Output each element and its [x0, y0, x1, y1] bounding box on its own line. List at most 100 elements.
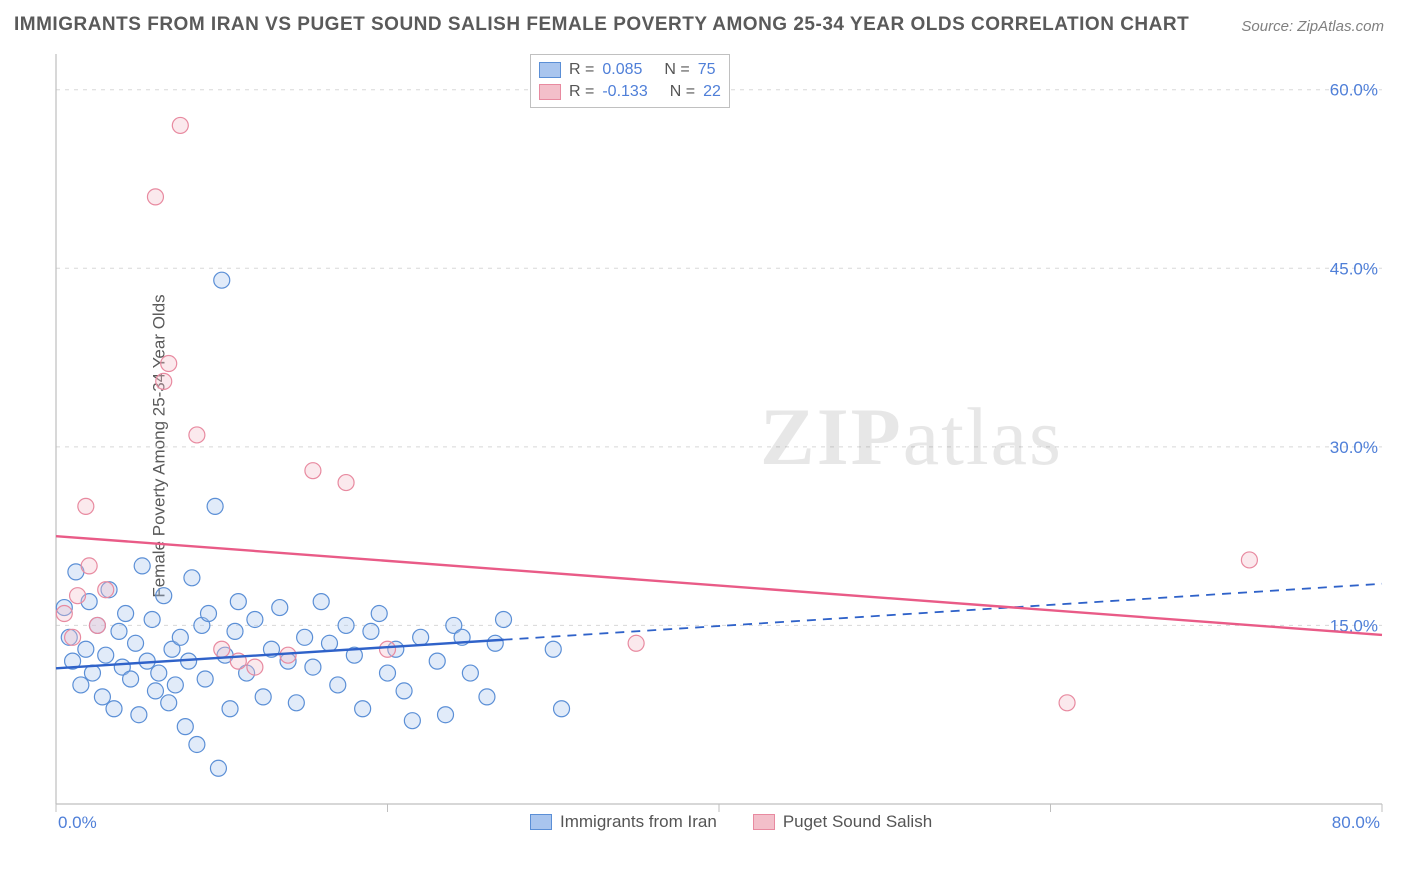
data-point-iran [438, 707, 454, 723]
data-point-salish [98, 582, 114, 598]
legend-n-value: 22 [703, 81, 721, 103]
data-point-iran [106, 701, 122, 717]
data-point-iran [210, 760, 226, 776]
legend-stats-row-iran: R = 0.085 N = 75 [539, 59, 721, 81]
legend-swatch-iran [530, 814, 552, 830]
data-point-iran [134, 558, 150, 574]
data-point-iran [305, 659, 321, 675]
legend-swatch-salish [753, 814, 775, 830]
data-point-iran [496, 611, 512, 627]
data-point-iran [355, 701, 371, 717]
data-point-iran [288, 695, 304, 711]
data-point-salish [247, 659, 263, 675]
data-point-salish [628, 635, 644, 651]
legend-r-label: R = [569, 81, 594, 103]
data-point-iran [363, 623, 379, 639]
data-point-iran [177, 719, 193, 735]
trend-line-dashed-iran [504, 584, 1382, 640]
data-point-iran [255, 689, 271, 705]
data-point-iran [462, 665, 478, 681]
data-point-salish [56, 606, 72, 622]
data-point-salish [65, 629, 81, 645]
data-point-iran [200, 606, 216, 622]
data-point-iran [297, 629, 313, 645]
data-point-iran [147, 683, 163, 699]
data-point-iran [321, 635, 337, 651]
data-point-iran [230, 594, 246, 610]
data-point-iran [184, 570, 200, 586]
data-point-iran [172, 629, 188, 645]
data-point-salish [280, 647, 296, 663]
legend-r-value: 0.085 [602, 59, 642, 81]
legend-swatch-salish [539, 84, 561, 100]
chart-title: IMMIGRANTS FROM IRAN VS PUGET SOUND SALI… [14, 14, 1189, 36]
legend-swatch-iran [539, 62, 561, 78]
data-point-iran [338, 617, 354, 633]
data-point-iran [131, 707, 147, 723]
data-point-salish [338, 475, 354, 491]
data-point-iran [222, 701, 238, 717]
data-point-iran [330, 677, 346, 693]
legend-label: Immigrants from Iran [560, 812, 717, 832]
data-point-salish [161, 356, 177, 372]
legend-n-value: 75 [698, 59, 716, 81]
data-point-iran [380, 665, 396, 681]
legend-r-value: -0.133 [602, 81, 647, 103]
data-point-salish [156, 373, 172, 389]
data-point-iran [413, 629, 429, 645]
legend-label: Puget Sound Salish [783, 812, 932, 832]
legend-series: Immigrants from Iran Puget Sound Salish [530, 812, 932, 832]
data-point-iran [151, 665, 167, 681]
data-point-iran [545, 641, 561, 657]
data-point-salish [189, 427, 205, 443]
source-name: ZipAtlas.com [1297, 18, 1384, 35]
data-point-iran [404, 713, 420, 729]
data-point-iran [247, 611, 263, 627]
data-point-salish [1241, 552, 1257, 568]
data-point-iran [111, 623, 127, 639]
data-point-iran [128, 635, 144, 651]
data-point-iran [144, 611, 160, 627]
data-point-iran [371, 606, 387, 622]
data-point-iran [429, 653, 445, 669]
data-point-iran [94, 689, 110, 705]
data-point-iran [554, 701, 570, 717]
y-tick-label: 45.0% [1330, 259, 1378, 278]
data-point-iran [207, 498, 223, 514]
legend-r-label: R = [569, 59, 594, 81]
x-tick-label: 0.0% [58, 813, 97, 828]
data-point-iran [189, 736, 205, 752]
legend-n-label: N = [664, 59, 689, 81]
data-point-iran [118, 606, 134, 622]
data-point-iran [167, 677, 183, 693]
data-point-iran [227, 623, 243, 639]
legend-stats-row-salish: R = -0.133 N = 22 [539, 81, 721, 103]
data-point-iran [214, 272, 230, 288]
source-prefix: Source: [1241, 18, 1297, 35]
legend-stats-box: R =0.085N =75R =-0.133N =22 [530, 54, 730, 108]
data-point-salish [305, 463, 321, 479]
legend-n-label: N = [670, 81, 695, 103]
data-point-salish [214, 641, 230, 657]
data-point-salish [89, 617, 105, 633]
legend-item-salish: Puget Sound Salish [753, 812, 932, 832]
source-attribution: Source: ZipAtlas.com [1241, 18, 1384, 35]
data-point-salish [81, 558, 97, 574]
data-point-iran [78, 641, 94, 657]
data-point-salish [78, 498, 94, 514]
y-tick-label: 60.0% [1330, 81, 1378, 100]
data-point-iran [479, 689, 495, 705]
data-point-iran [73, 677, 89, 693]
data-point-salish [70, 588, 86, 604]
data-point-iran [161, 695, 177, 711]
data-point-salish [1059, 695, 1075, 711]
data-point-salish [380, 641, 396, 657]
data-point-iran [487, 635, 503, 651]
y-tick-label: 30.0% [1330, 438, 1378, 457]
scatter-plot: 15.0%30.0%45.0%60.0%0.0%80.0% [50, 48, 1390, 828]
data-point-iran [197, 671, 213, 687]
x-tick-label: 80.0% [1332, 813, 1380, 828]
data-point-iran [313, 594, 329, 610]
data-point-iran [123, 671, 139, 687]
data-point-iran [396, 683, 412, 699]
